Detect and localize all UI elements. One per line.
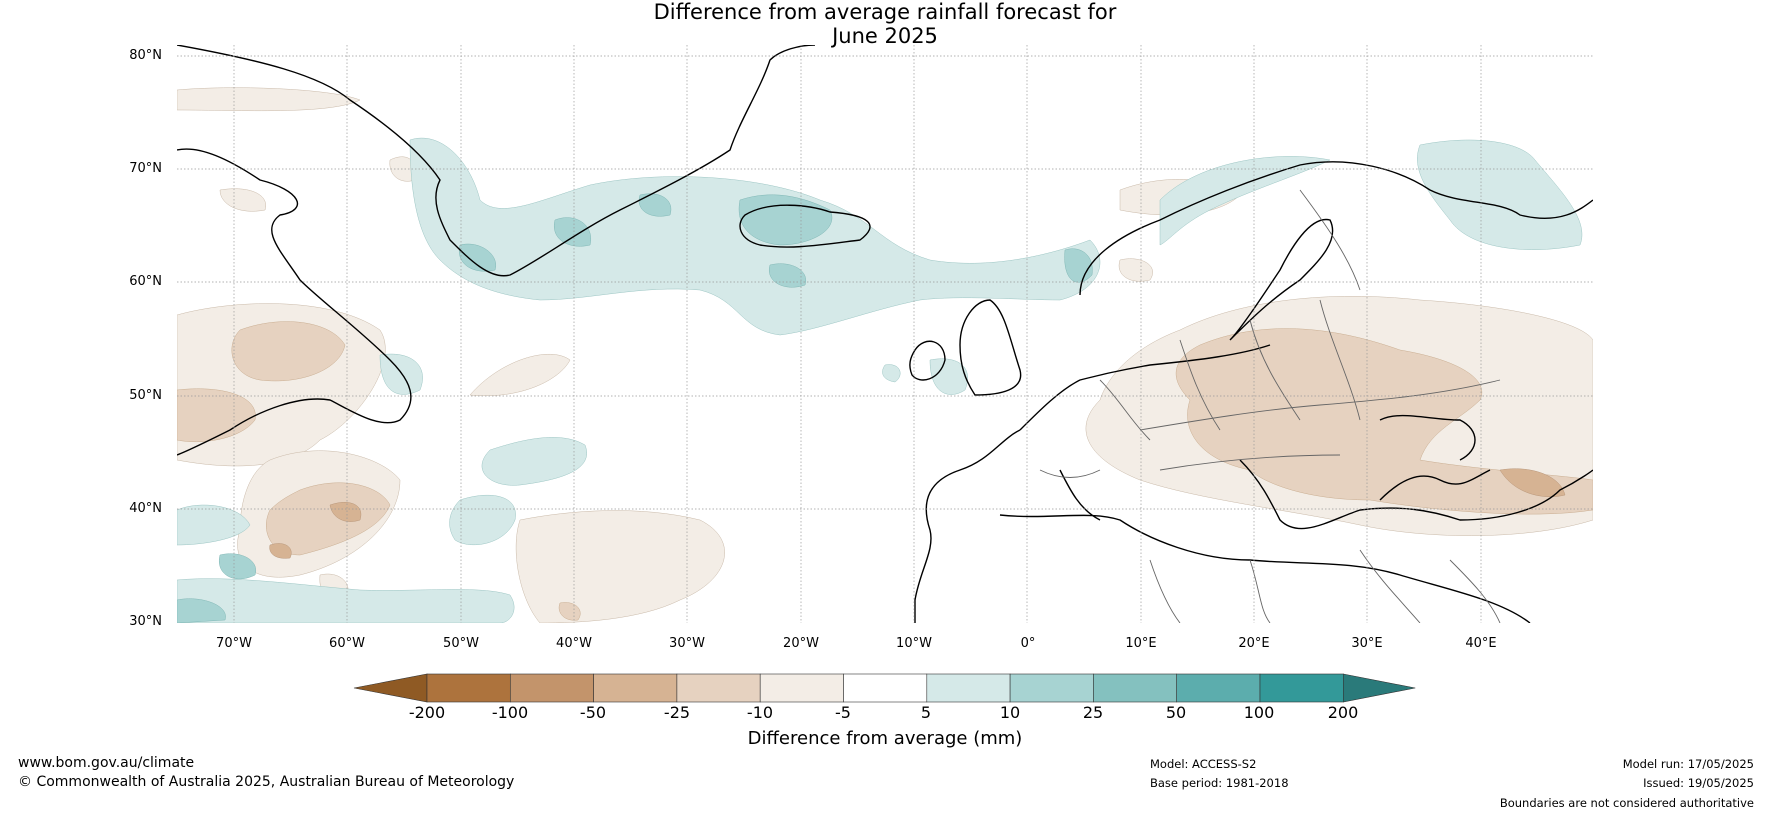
lon-label-10w: 10°W [896, 636, 932, 651]
colorbar-segment [509, 673, 594, 703]
footer-copyright: © Commonwealth of Australia 2025, Austra… [18, 774, 515, 790]
lon-label-30e: 30°E [1351, 636, 1383, 651]
colorbar-segment [593, 673, 678, 703]
lon-label-70w: 70°W [216, 636, 252, 651]
footer-model-run: Model run: 17/05/2025 [1622, 757, 1754, 771]
lat-label-30n: 30°N [129, 614, 162, 629]
footer-base-period: Base period: 1981-2018 [1150, 776, 1289, 790]
lon-label-30w: 30°W [669, 636, 705, 651]
footer-issued: Issued: 19/05/2025 [1643, 776, 1754, 790]
map-title: Difference from average rainfall forecas… [0, 0, 1770, 48]
footer-disclaimer: Boundaries are not considered authoritat… [1499, 796, 1754, 810]
colorbar-segment [1093, 673, 1178, 703]
colorbar-title: Difference from average (mm) [747, 728, 1023, 749]
cb-label: 100 [1243, 703, 1275, 722]
coastlines [177, 45, 1593, 623]
colorbar-segment [1009, 673, 1094, 703]
cb-label: 200 [1327, 703, 1359, 722]
cb-label: -100 [491, 703, 529, 722]
cb-label: 10 [999, 703, 1021, 722]
colorbar-extend-high [1343, 673, 1416, 703]
title-line-1: Difference from average rainfall forecas… [653, 0, 1117, 24]
lat-label-80n: 80°N [129, 48, 162, 63]
dry-anomaly-shading-strong [177, 321, 1593, 621]
footer-url[interactable]: www.bom.gov.au/climate [18, 755, 195, 771]
lat-label-40n: 40°N [129, 501, 162, 516]
colorbar-segment [843, 673, 928, 703]
lon-label-60w: 60°W [329, 636, 365, 651]
title-line-2: June 2025 [832, 24, 938, 48]
colorbar-extend-low [353, 673, 428, 703]
colorbar-segment [426, 673, 511, 703]
cb-label: 25 [1082, 703, 1104, 722]
country-borders [1039, 189, 1501, 623]
cb-label: -25 [663, 703, 691, 722]
cb-label: -50 [579, 703, 607, 722]
cb-label: -5 [835, 703, 851, 722]
colorbar [353, 673, 1416, 703]
cb-label: -10 [746, 703, 774, 722]
colorbar-segment [759, 673, 844, 703]
dry-anomaly-core [269, 468, 1566, 559]
lon-label-0: 0° [1020, 636, 1036, 651]
footer-model: Model: ACCESS-S2 [1150, 757, 1257, 771]
lon-label-40e: 40°E [1465, 636, 1497, 651]
lat-label-60n: 60°N [129, 274, 162, 289]
cb-label: 50 [1165, 703, 1187, 722]
lon-label-20e: 20°E [1238, 636, 1270, 651]
colorbar-segment [676, 673, 761, 703]
lon-label-40w: 40°W [556, 636, 592, 651]
cb-label: -200 [408, 703, 446, 722]
colorbar-segment [1259, 673, 1344, 703]
colorbar-segment [1176, 673, 1261, 703]
lat-label-70n: 70°N [129, 161, 162, 176]
lat-label-50n: 50°N [129, 388, 162, 403]
colorbar-segment [926, 673, 1011, 703]
cb-label: 5 [920, 703, 932, 722]
lon-label-50w: 50°W [443, 636, 479, 651]
lon-label-10e: 10°E [1125, 636, 1157, 651]
lon-label-20w: 20°W [783, 636, 819, 651]
graticule [177, 45, 1593, 623]
